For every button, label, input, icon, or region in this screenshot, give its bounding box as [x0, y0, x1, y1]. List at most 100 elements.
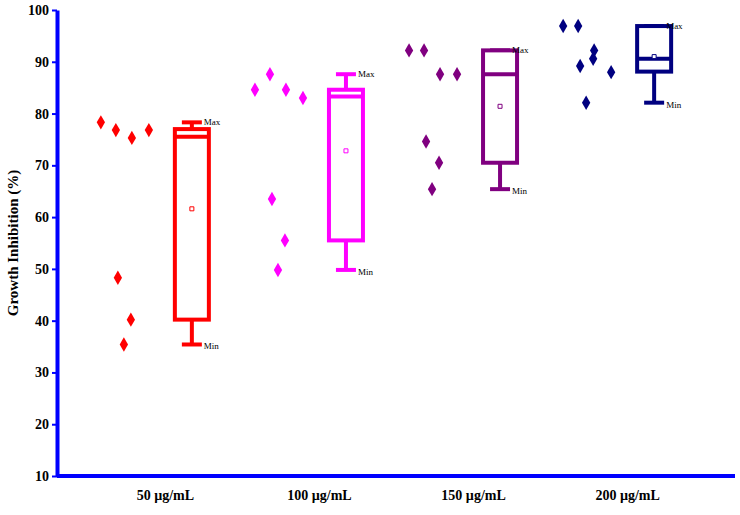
annotations: Max Min Max Min Max Min Max Min	[204, 21, 683, 351]
max-label: Max	[204, 117, 221, 127]
y-tick-label: 90	[35, 55, 49, 70]
y-axis-title: Growth Inhibition (%)	[5, 170, 22, 316]
box-group	[405, 43, 517, 196]
data-point	[422, 134, 430, 148]
box-group	[559, 19, 671, 110]
mean-marker	[190, 207, 194, 211]
data-point	[145, 123, 153, 137]
min-label: Min	[666, 100, 682, 110]
data-point	[128, 131, 136, 145]
x-tick-label: 50 µg/mL	[137, 488, 194, 503]
lower-whisker	[498, 163, 502, 189]
median-line	[329, 94, 363, 98]
data-point	[607, 65, 615, 79]
min-label: Min	[358, 267, 374, 277]
box	[175, 129, 209, 320]
y-tick-label: 70	[35, 158, 49, 173]
data-point	[428, 182, 436, 196]
data-point	[436, 67, 444, 81]
y-tick-mark	[52, 165, 57, 167]
data-point	[127, 312, 135, 326]
max-label: Max	[666, 21, 683, 31]
y-axis: 10 20 30 40 50 60 70 80 90 100	[28, 3, 58, 484]
min-label: Min	[512, 186, 528, 196]
data-point	[268, 192, 276, 206]
x-tick: 200 µg/mL	[595, 476, 659, 503]
min-cap	[336, 268, 356, 272]
box	[329, 90, 363, 241]
data-point	[266, 67, 274, 81]
y-tick-label: 50	[35, 262, 49, 277]
min-cap	[644, 101, 664, 105]
y-tick: 90	[35, 55, 57, 70]
data-point	[281, 233, 289, 247]
y-tick: 30	[35, 365, 57, 380]
mean-marker	[652, 55, 656, 59]
y-tick-mark	[52, 372, 57, 374]
y-tick-label: 40	[35, 314, 49, 329]
y-tick: 80	[35, 107, 57, 122]
x-tick-label: 100 µg/mL	[287, 488, 351, 503]
chart: 10 20 30 40 50 60 70 80 90 100 50 µg/mL 100 µg/mL 15…	[0, 0, 740, 515]
max-label: Max	[358, 69, 375, 79]
median-line	[175, 135, 209, 139]
y-tick-mark	[52, 113, 57, 115]
y-tick: 40	[35, 314, 57, 329]
y-tick-mark	[52, 320, 57, 322]
upper-whisker	[344, 74, 348, 90]
mean-marker	[498, 104, 502, 108]
x-tick: 100 µg/mL	[287, 476, 351, 503]
box-group	[97, 115, 209, 352]
y-tick-label: 30	[35, 365, 49, 380]
min-cap	[182, 342, 202, 346]
y-tick: 10	[35, 469, 57, 484]
x-axis-line	[57, 474, 735, 478]
y-tick-mark	[52, 10, 57, 12]
box-group	[251, 67, 363, 277]
lower-whisker	[190, 320, 194, 345]
data-point	[576, 59, 584, 73]
min-label: Min	[204, 341, 220, 351]
x-tick-label: 200 µg/mL	[595, 488, 659, 503]
data-point	[114, 270, 122, 284]
x-axis: 50 µg/mL 100 µg/mL 150 µg/mL 200 µg/mL	[57, 476, 735, 503]
y-tick-label: 100	[28, 3, 49, 18]
data-point	[420, 43, 428, 57]
plot-area: 10 20 30 40 50 60 70 80 90 100 50 µg/mL 100 µg/mL 15…	[28, 3, 735, 503]
data-point	[299, 91, 307, 105]
marks	[97, 19, 671, 352]
y-tick: 20	[35, 417, 57, 432]
y-tick-mark	[52, 217, 57, 219]
y-tick-mark	[52, 61, 57, 63]
data-point	[405, 43, 413, 57]
y-tick-mark	[52, 476, 57, 478]
median-line	[483, 72, 517, 76]
data-point	[97, 115, 105, 129]
data-point	[120, 337, 128, 351]
data-point	[282, 83, 290, 97]
y-tick: 70	[35, 158, 57, 173]
y-tick: 60	[35, 210, 57, 225]
max-cap	[336, 72, 356, 76]
data-point	[589, 51, 597, 65]
data-point	[112, 123, 120, 137]
data-point	[453, 67, 461, 81]
x-tick: 150 µg/mL	[441, 476, 505, 503]
x-tick: 50 µg/mL	[137, 476, 194, 503]
y-tick: 100	[28, 3, 57, 18]
data-point	[435, 156, 443, 170]
max-cap	[182, 120, 202, 124]
lower-whisker	[652, 72, 656, 103]
max-label: Max	[512, 45, 529, 55]
data-point	[582, 95, 590, 109]
y-tick-mark	[52, 424, 57, 426]
data-point	[559, 19, 567, 33]
box	[483, 50, 517, 162]
y-tick-label: 80	[35, 107, 49, 122]
x-tick-label: 150 µg/mL	[441, 488, 505, 503]
y-tick: 50	[35, 262, 57, 277]
y-axis-line	[56, 11, 60, 477]
y-tick-label: 10	[35, 469, 49, 484]
y-tick-mark	[52, 268, 57, 270]
box	[637, 26, 671, 72]
